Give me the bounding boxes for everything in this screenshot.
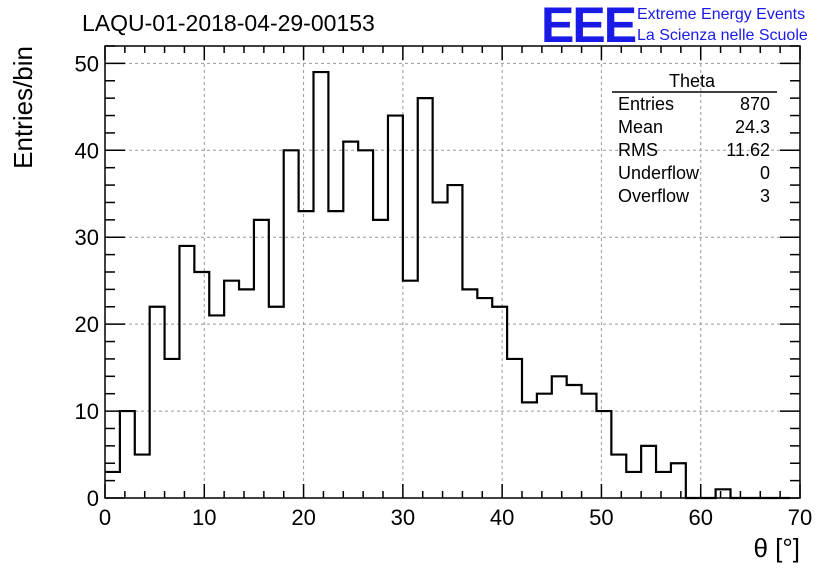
x-axis-title: θ [°] [753, 533, 800, 563]
x-tick-label: 20 [291, 505, 315, 530]
stats-name: Theta [669, 71, 716, 91]
chart-title: LAQU-01-2018-04-29-00153 [82, 10, 375, 36]
y-tick-label: 0 [87, 486, 99, 511]
stats-box: Theta Entries 870 Mean 24.3 RMS 11.62 Underflo… [612, 71, 777, 206]
stats-label: Overflow [618, 186, 690, 206]
x-tick-label: 50 [589, 505, 613, 530]
stats-value: 0 [760, 163, 770, 183]
logo-line-2: La Scienza nelle Scuole [637, 27, 808, 44]
x-tick-label: 10 [192, 505, 216, 530]
y-tick-label: 40 [75, 138, 99, 163]
stats-value: 11.62 [726, 140, 770, 160]
y-tick-label: 30 [75, 225, 99, 250]
logo-line-1: Extreme Energy Events [637, 6, 805, 23]
x-tick-label: 40 [490, 505, 514, 530]
stats-label: Mean [618, 117, 663, 137]
histogram-step-line [105, 70, 791, 500]
stats-label: Entries [618, 94, 674, 114]
y-tick-label: 10 [75, 399, 99, 424]
stats-value: 870 [740, 94, 770, 114]
stats-value: 24.3 [735, 117, 770, 137]
x-tick-label: 60 [688, 505, 712, 530]
eee-logo: EEE Extreme Energy Events La Scienza nel… [541, 0, 808, 53]
plot-frame [104, 45, 801, 499]
x-tick-label: 0 [99, 505, 111, 530]
y-tick-label: 50 [75, 51, 99, 76]
y-axis-title: Entries/bin [8, 46, 38, 169]
x-tick-label: 70 [788, 505, 812, 530]
stats-label: RMS [618, 140, 658, 160]
stats-label: Underflow [618, 163, 700, 183]
y-tick-label: 20 [75, 312, 99, 337]
x-tick-label: 30 [391, 505, 415, 530]
stats-value: 3 [760, 186, 770, 206]
grid-lines [105, 46, 800, 498]
logo-mark: EEE [541, 0, 636, 53]
